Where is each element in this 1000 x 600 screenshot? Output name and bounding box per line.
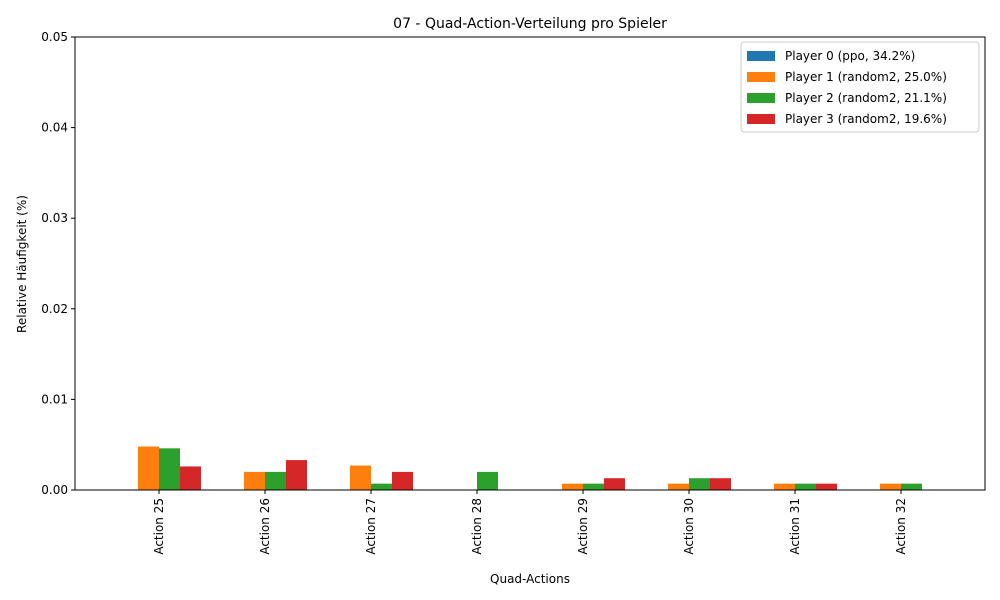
legend: Player 0 (ppo, 34.2%) Player 1 (random2, … (740, 41, 980, 133)
bar (604, 478, 625, 490)
y-tick-label: 0.00 (41, 483, 68, 497)
legend-swatch (747, 93, 775, 103)
legend-swatch (747, 51, 775, 61)
y-tick-label: 0.01 (41, 392, 68, 406)
x-axis: Action 25 Action 26 Action 27 Action 28 Acti… (152, 490, 908, 555)
x-tick-label: Action 32 (894, 498, 908, 555)
x-tick-label: Action 30 (682, 498, 696, 555)
bar (477, 471, 498, 490)
y-tick-label: 0.03 (41, 211, 68, 225)
x-axis-label: Quad-Actions (490, 572, 570, 586)
x-tick-label: Action 31 (788, 498, 802, 555)
x-tick-label: Action 28 (470, 498, 484, 555)
bar (668, 483, 689, 490)
legend-box (740, 41, 980, 133)
bar (562, 483, 583, 490)
bar (880, 483, 901, 490)
bar (286, 460, 307, 490)
bar (901, 483, 922, 490)
bar (138, 446, 159, 490)
legend-entry: Player 2 (random2, 21.1%) (785, 91, 947, 105)
y-axis-label: Relative Häufigkeit (%) (15, 195, 29, 333)
bar (159, 448, 180, 490)
x-tick-label: Action 27 (364, 498, 378, 555)
bars-layer (138, 446, 922, 490)
legend-entry: Player 0 (ppo, 34.2%) (785, 49, 915, 63)
legend-swatch (747, 114, 775, 124)
bar (689, 478, 710, 490)
y-axis: 0.00 0.01 0.02 0.03 0.04 0.05 (41, 30, 75, 497)
bar (795, 483, 816, 490)
chart-title: 07 - Quad-Action-Verteilung pro Spieler (393, 16, 667, 32)
bar (371, 483, 392, 490)
legend-entry: Player 3 (random2, 19.6%) (785, 112, 947, 126)
bar (392, 471, 413, 490)
plot-frame (74, 36, 986, 491)
bar (710, 478, 731, 490)
x-tick-label: Action 25 (152, 498, 166, 555)
bar (244, 471, 265, 490)
bar (583, 483, 604, 490)
legend-swatch (747, 72, 775, 82)
bar (774, 483, 795, 490)
x-tick-label: Action 29 (576, 498, 590, 555)
bar (180, 466, 201, 490)
y-tick-label: 0.04 (41, 121, 68, 135)
bar (265, 471, 286, 490)
legend-entry: Player 1 (random2, 25.0%) (785, 70, 947, 84)
bar (350, 465, 371, 490)
y-tick-label: 0.02 (41, 302, 68, 316)
x-tick-label: Action 26 (258, 498, 272, 555)
y-tick-label: 0.05 (41, 30, 68, 44)
bar (816, 483, 837, 490)
